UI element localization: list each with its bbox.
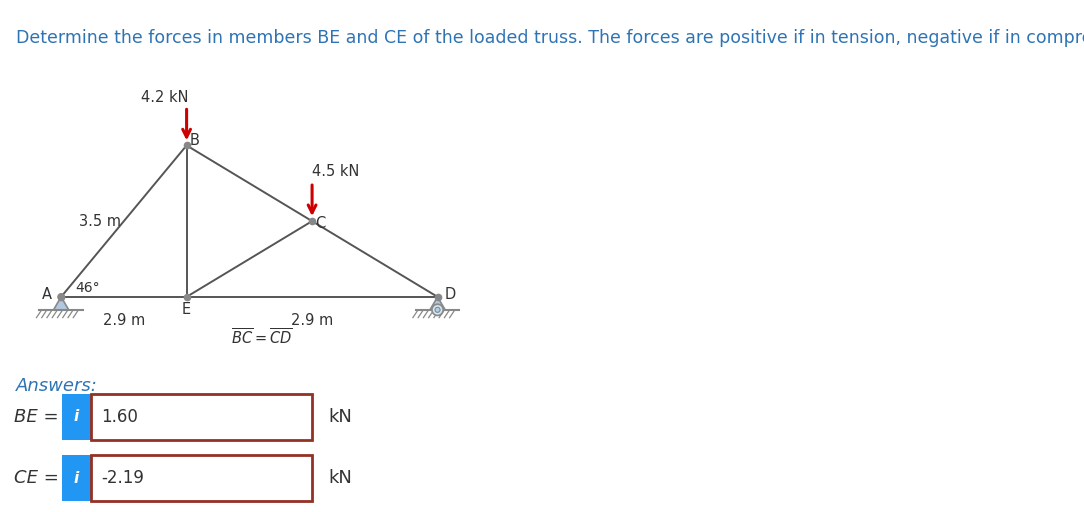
Circle shape: [59, 294, 64, 300]
Text: Answers:: Answers:: [16, 377, 99, 395]
Text: -2.19: -2.19: [101, 469, 144, 487]
Text: CE =: CE =: [14, 469, 59, 487]
Text: kN: kN: [328, 408, 352, 426]
Text: Determine the forces in members BE and CE of the loaded truss. The forces are po: Determine the forces in members BE and C…: [16, 29, 1084, 48]
Circle shape: [435, 307, 440, 312]
Text: 1.60: 1.60: [101, 408, 138, 426]
Text: i: i: [74, 471, 79, 486]
Text: BE =: BE =: [14, 408, 59, 426]
FancyBboxPatch shape: [91, 455, 312, 501]
Polygon shape: [430, 297, 446, 310]
Text: i: i: [74, 409, 79, 424]
Text: 2.9 m: 2.9 m: [103, 313, 145, 328]
Polygon shape: [53, 297, 68, 310]
Circle shape: [431, 304, 443, 315]
Text: C: C: [314, 216, 325, 231]
Text: kN: kN: [328, 469, 352, 487]
Text: E: E: [182, 302, 191, 317]
Text: 3.5 m: 3.5 m: [79, 214, 121, 229]
FancyBboxPatch shape: [62, 394, 91, 440]
Text: A: A: [42, 287, 52, 302]
Text: D: D: [444, 287, 456, 302]
Text: 46°: 46°: [76, 281, 100, 295]
FancyBboxPatch shape: [62, 455, 91, 501]
Text: 4.5 kN: 4.5 kN: [312, 164, 360, 179]
FancyBboxPatch shape: [91, 394, 312, 440]
Text: B: B: [190, 133, 199, 148]
Text: $\overline{BC}=\overline{CD}$: $\overline{BC}=\overline{CD}$: [232, 328, 293, 348]
Text: 2.9 m: 2.9 m: [291, 313, 333, 328]
Text: 4.2 kN: 4.2 kN: [141, 90, 189, 105]
